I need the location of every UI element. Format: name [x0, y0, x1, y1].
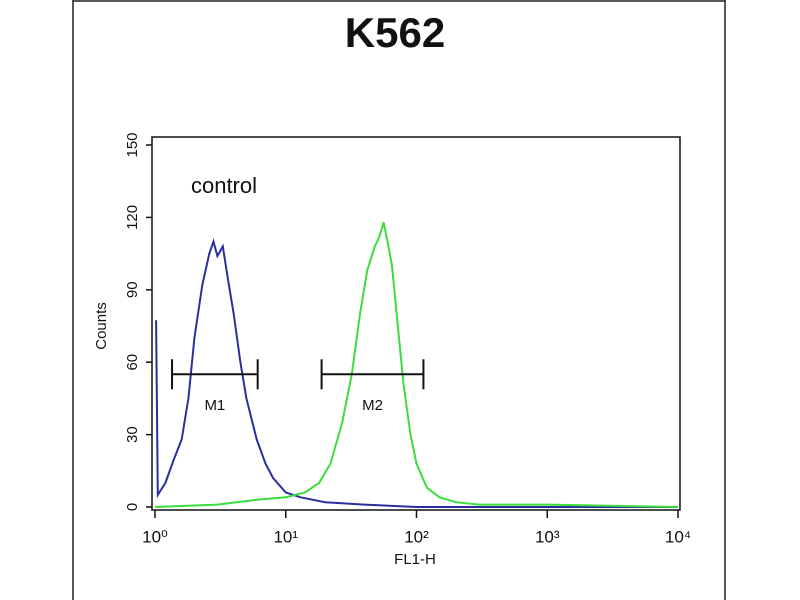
marker-label: M2	[362, 397, 383, 414]
x-tick-label: 10¹	[273, 527, 298, 546]
histogram-line	[155, 238, 678, 508]
x-tick-label: 10³	[535, 527, 560, 546]
histogram-line	[154, 221, 679, 508]
x-tick-label: 10²	[404, 527, 429, 546]
y-tick-label: 90	[124, 281, 141, 298]
x-tick-label: 10⁴	[665, 527, 691, 546]
x-tick-label: 10⁰	[142, 527, 168, 546]
chart-title: K562	[345, 9, 445, 56]
y-axis-label: Counts	[93, 302, 110, 350]
marker-label: M1	[204, 397, 225, 414]
annotation: control	[191, 173, 257, 198]
y-tick-label: 120	[124, 205, 141, 230]
x-axis-label: FL1-H	[394, 551, 436, 568]
y-tick-label: 0	[124, 503, 141, 511]
y-tick-label: 60	[124, 354, 141, 371]
y-tick-label: 150	[124, 132, 141, 157]
y-tick-label: 30	[124, 426, 141, 443]
